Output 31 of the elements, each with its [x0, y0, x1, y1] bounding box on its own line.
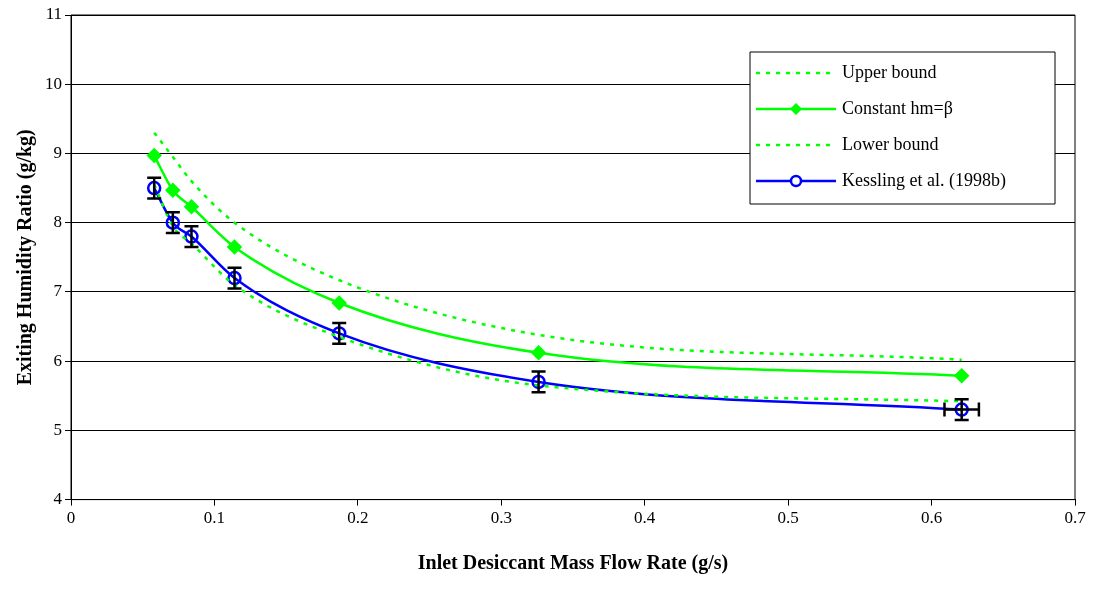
point — [531, 345, 546, 361]
y-tick-label: 5 — [53, 419, 62, 439]
y-tick-label: 10 — [45, 73, 62, 93]
y-tick-label: 7 — [53, 281, 63, 301]
y-tick-label: 6 — [53, 350, 62, 370]
legend-label: Kessling et al. (1998b) — [842, 169, 1006, 191]
x-tick-label: 0 — [66, 508, 76, 528]
y-tick-label: 4 — [53, 489, 63, 509]
point — [146, 180, 162, 196]
point — [954, 368, 969, 383]
x-tick-label: 0.7 — [1064, 508, 1087, 528]
x-axis-title: Inlet Desiccant Mass Flow Rate (g/s) — [417, 551, 729, 575]
legend-label: Lower bound — [842, 133, 939, 154]
x-tick-label: 0.3 — [490, 508, 512, 528]
y-axis-title: Exiting Humidity Ratio (g/kg) — [13, 129, 37, 386]
y-tick-label: 9 — [53, 142, 62, 162]
x-tick-label: 0.4 — [634, 508, 656, 528]
y-tick-label: 11 — [45, 4, 62, 24]
point — [165, 215, 181, 230]
x-tick-label: 0.6 — [920, 508, 943, 528]
x-tick-label: 0.5 — [777, 508, 799, 528]
legend-label: Upper bound — [842, 61, 937, 82]
x-tick-label: 0.2 — [347, 508, 369, 528]
point — [184, 199, 199, 215]
point — [331, 295, 347, 311]
legend-label: Constant hm=β — [842, 97, 953, 118]
point — [146, 148, 162, 163]
x-tick-label: 0.1 — [203, 508, 226, 528]
point — [165, 182, 181, 198]
y-tick-label: 8 — [53, 212, 62, 232]
point — [227, 239, 242, 255]
